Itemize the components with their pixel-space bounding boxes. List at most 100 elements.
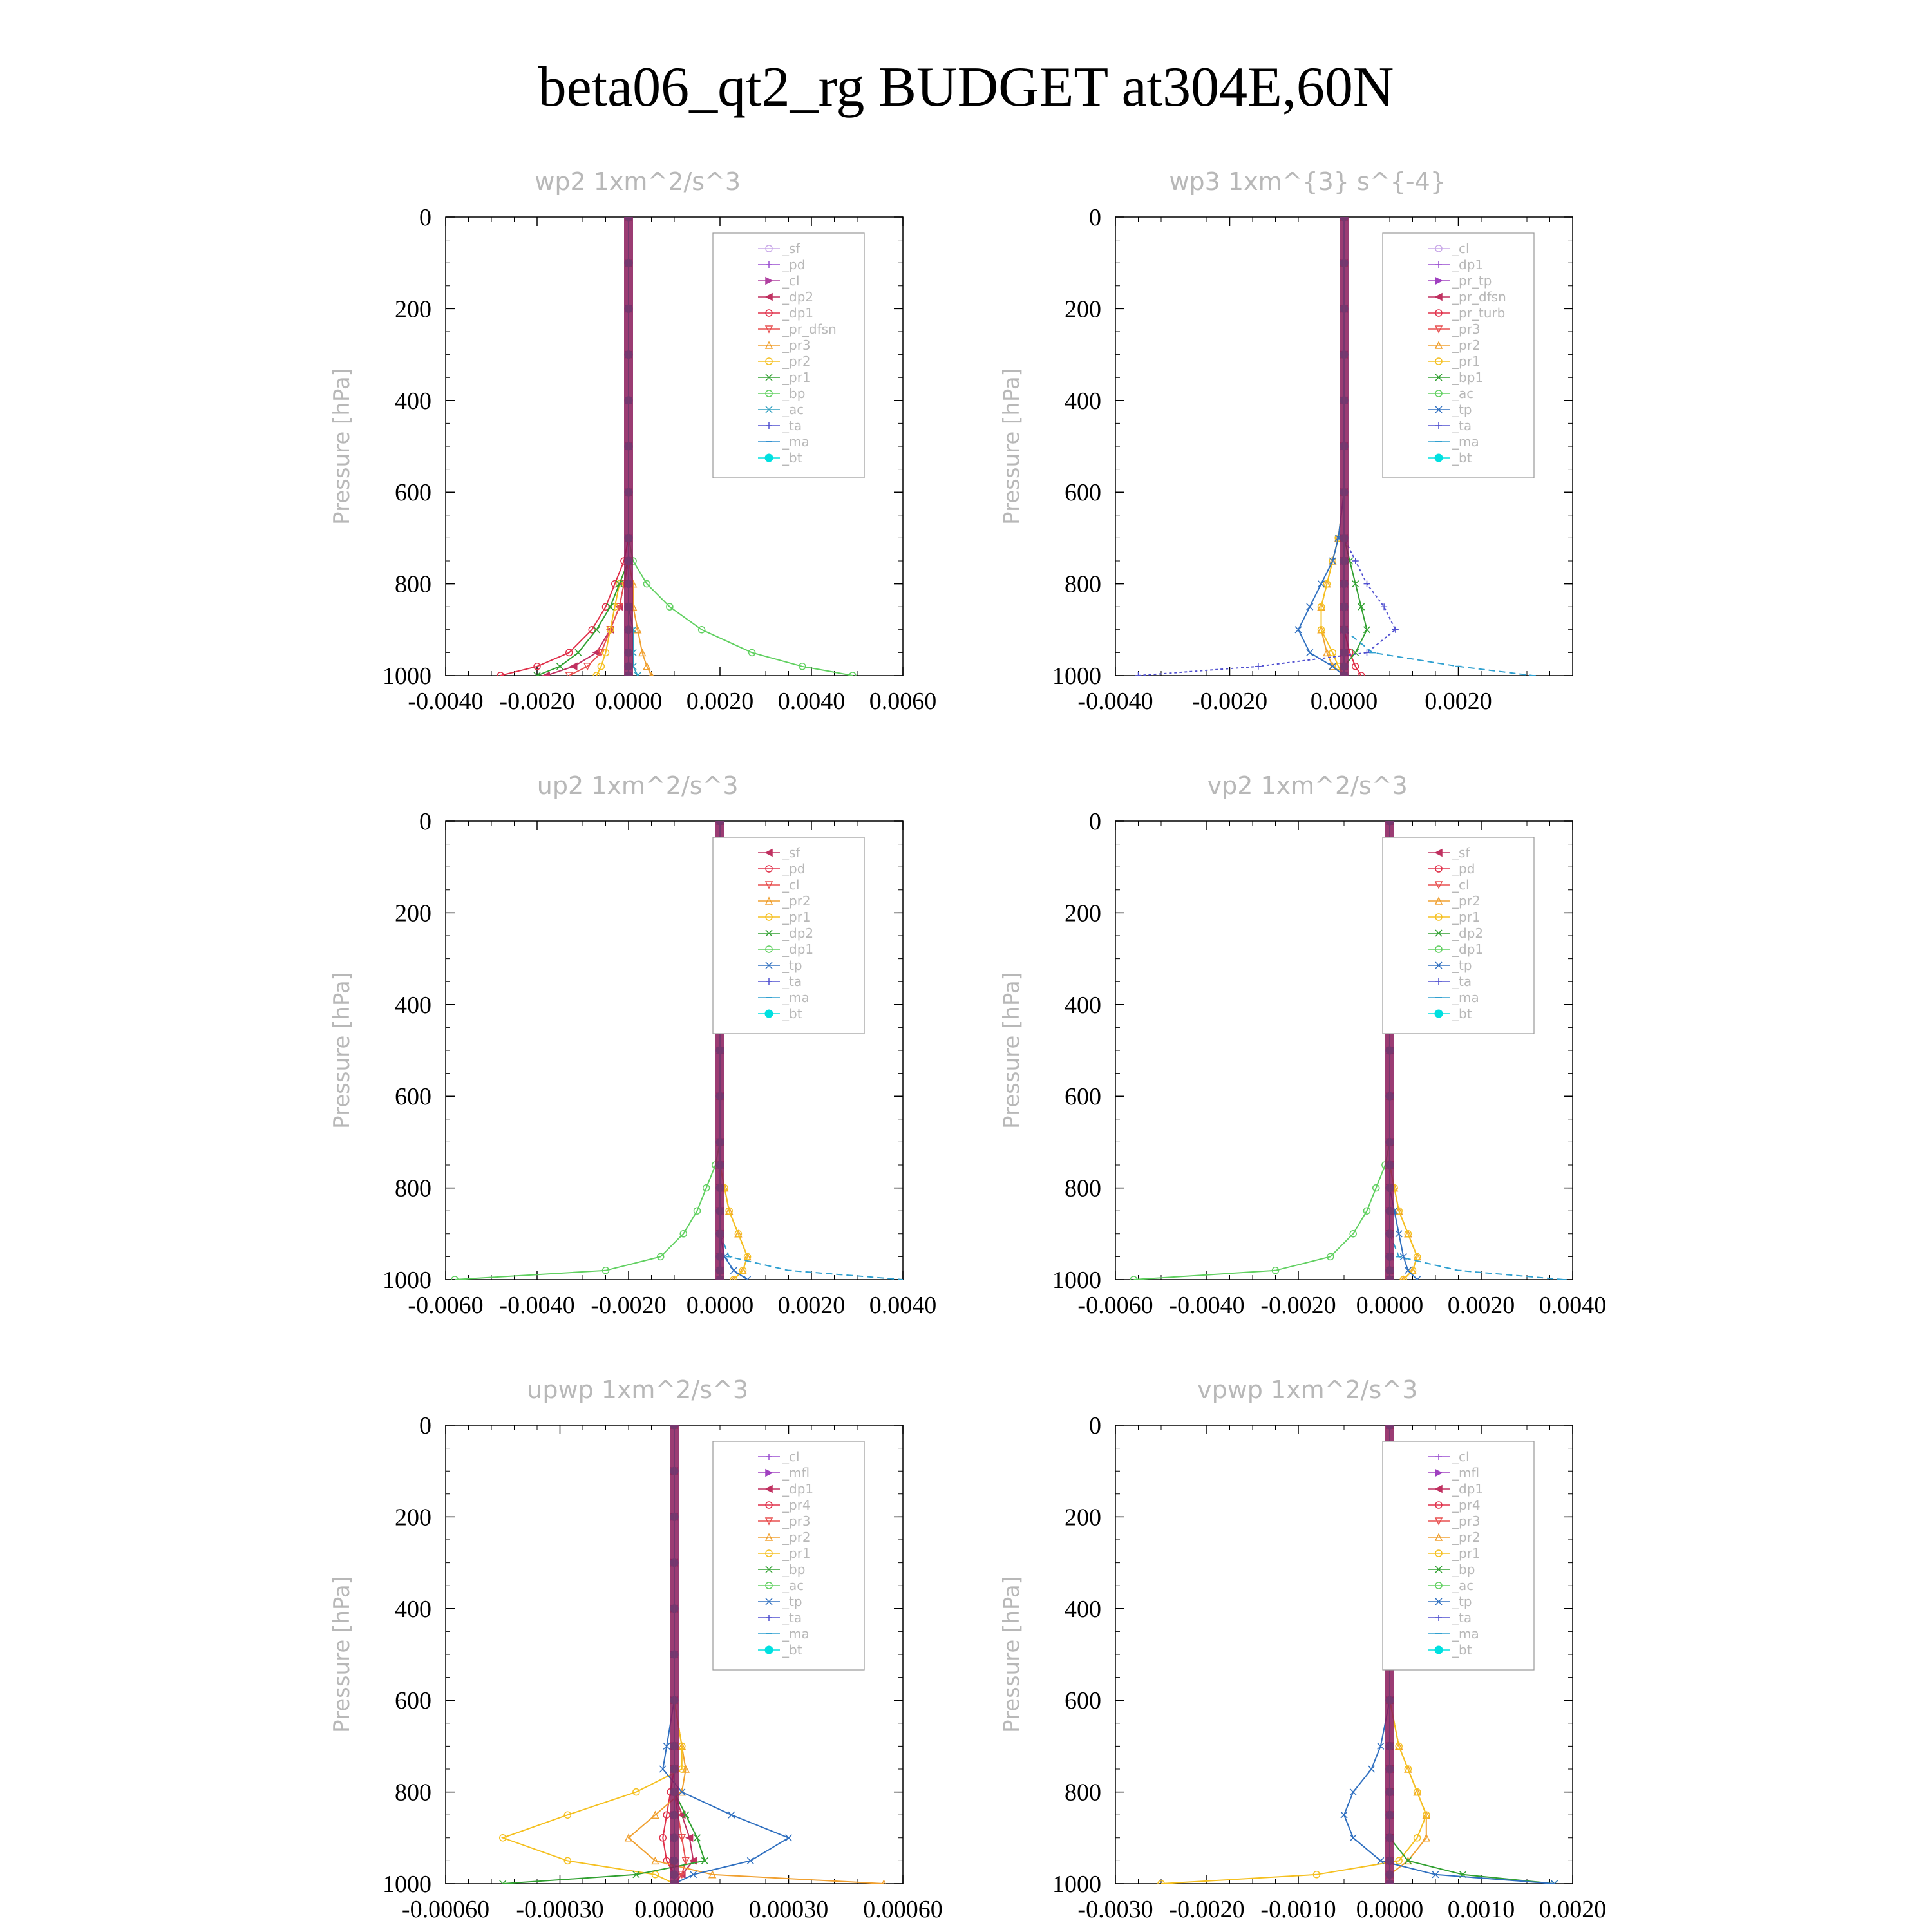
data-point xyxy=(643,662,651,670)
data-point xyxy=(533,663,541,670)
x-tick-label: -0.0010 xyxy=(1260,1896,1336,1923)
legend-label: _pr1 xyxy=(782,370,811,385)
data-point xyxy=(533,672,541,676)
legend: _cl_dp1_pr_tp_pr_dfsn_pr_turb_pr3_pr2_pr… xyxy=(1382,232,1535,478)
legend-marker xyxy=(1435,945,1443,953)
data-point xyxy=(730,1267,737,1274)
legend-label: _pr3 xyxy=(1452,1513,1481,1529)
legend-box xyxy=(1382,232,1535,478)
legend-marker xyxy=(765,929,773,937)
data-point xyxy=(728,1811,735,1819)
data-point xyxy=(1422,1833,1431,1842)
y-tick-label: 1000 xyxy=(383,1871,431,1898)
x-tick-label: -0.0040 xyxy=(408,688,483,715)
y-axis-label: Pressure [hPa] xyxy=(999,368,1025,525)
legend-label: _tp xyxy=(1452,1594,1472,1609)
legend-marker xyxy=(1434,453,1443,462)
data-point xyxy=(659,1765,667,1773)
legend-marker xyxy=(1434,341,1443,349)
legend-label: _ta xyxy=(1452,1610,1472,1625)
data-point xyxy=(451,1276,459,1280)
data-point xyxy=(497,672,504,676)
data-point xyxy=(632,1788,640,1796)
legend-label: _pr_turb xyxy=(1452,305,1505,321)
legend-label: _pr2 xyxy=(1452,337,1481,353)
data-point xyxy=(1317,626,1325,634)
data-point xyxy=(624,1833,633,1842)
y-tick-label: 400 xyxy=(395,388,431,415)
panel-title: vpwp 1xm^2/s^3 xyxy=(1197,1376,1417,1404)
x-tick-label: -0.0060 xyxy=(408,1292,483,1319)
legend-marker xyxy=(765,1549,773,1557)
legend-marker xyxy=(764,1009,773,1018)
legend-marker xyxy=(1435,245,1443,252)
data-point xyxy=(1399,1276,1408,1280)
panel-title: up2 1xm^2/s^3 xyxy=(537,772,739,800)
legend-label: _pr3 xyxy=(782,1513,811,1529)
legend-label: _pr2 xyxy=(782,1530,811,1545)
y-tick-label: 1000 xyxy=(1052,1267,1101,1294)
data-point xyxy=(597,663,605,670)
data-point xyxy=(583,663,592,671)
data-point xyxy=(693,1834,701,1842)
data-point xyxy=(1352,663,1359,670)
data-point xyxy=(693,1207,701,1215)
data-point xyxy=(1414,1276,1421,1280)
legend-marker xyxy=(1435,309,1443,317)
legend-label: _bt xyxy=(782,1006,802,1021)
data-point xyxy=(634,672,641,676)
x-tick-label: -0.0020 xyxy=(1192,688,1267,715)
data-point xyxy=(1312,1871,1321,1879)
data-point xyxy=(1413,1788,1421,1796)
legend-marker xyxy=(764,896,773,905)
legend-label: _pr1 xyxy=(1452,909,1481,925)
chart-panel-5: upwp 1xm^2/s^3 Pressure [hPa] 0 200 400 600 80… xyxy=(329,1376,943,1923)
legend-marker xyxy=(1435,357,1443,365)
y-tick-label: 1000 xyxy=(383,663,431,690)
legend-marker xyxy=(764,292,773,301)
data-point xyxy=(702,1184,710,1192)
data-point xyxy=(1408,1267,1417,1274)
legend-label: _ma xyxy=(782,990,810,1005)
figure-title: beta06_qt2_rg BUDGET at304E,60N xyxy=(538,56,1394,118)
chart-panel-2: wp3 1xm^{3} s^{-4} Pressure [hPa] 0 200 400 6… xyxy=(999,167,1573,715)
data-point xyxy=(1349,1788,1357,1796)
x-tick-label: -0.00030 xyxy=(516,1896,603,1923)
data-point xyxy=(592,672,601,676)
y-tick-label: 200 xyxy=(1065,1504,1101,1531)
y-tick-label: 1000 xyxy=(1052,1871,1101,1898)
x-tick-label: -0.0040 xyxy=(1077,688,1153,715)
y-axis-label: Pressure [hPa] xyxy=(999,972,1025,1129)
data-point xyxy=(1377,1857,1385,1864)
data-point xyxy=(643,580,651,588)
legend-box xyxy=(1382,1441,1535,1671)
legend-label: _dp1 xyxy=(1452,1481,1483,1497)
legend-label: _pr1 xyxy=(782,909,811,925)
data-point xyxy=(1329,557,1336,565)
y-tick-label: 600 xyxy=(1065,1083,1101,1110)
legend-label: _ta xyxy=(782,1610,802,1625)
y-tick-label: 0 xyxy=(419,1412,431,1439)
series-line-dp1 xyxy=(1133,821,1390,1280)
legend-marker xyxy=(765,406,773,413)
legend-label: _dp1 xyxy=(782,1481,813,1497)
x-tick-label: -0.0040 xyxy=(499,1292,574,1319)
legend-marker xyxy=(1435,1615,1442,1621)
data-point xyxy=(1294,626,1302,634)
legend-marker xyxy=(1435,422,1442,429)
legend-marker xyxy=(764,325,773,334)
data-point xyxy=(1306,603,1314,611)
x-tick-label: 0.0000 xyxy=(1356,1896,1424,1923)
y-axis-label: Pressure [hPa] xyxy=(329,368,355,525)
x-tick-label: 0.0000 xyxy=(1356,1292,1424,1319)
data-point xyxy=(611,603,619,611)
data-point xyxy=(564,1857,572,1865)
legend-marker xyxy=(766,978,772,985)
data-point xyxy=(616,580,623,588)
legend-label: _cl xyxy=(1452,1449,1470,1464)
y-tick-label: 0 xyxy=(419,808,431,835)
data-point xyxy=(708,1870,717,1879)
data-point xyxy=(1317,580,1325,588)
legend-marker xyxy=(766,422,772,429)
data-point xyxy=(1340,1811,1348,1819)
